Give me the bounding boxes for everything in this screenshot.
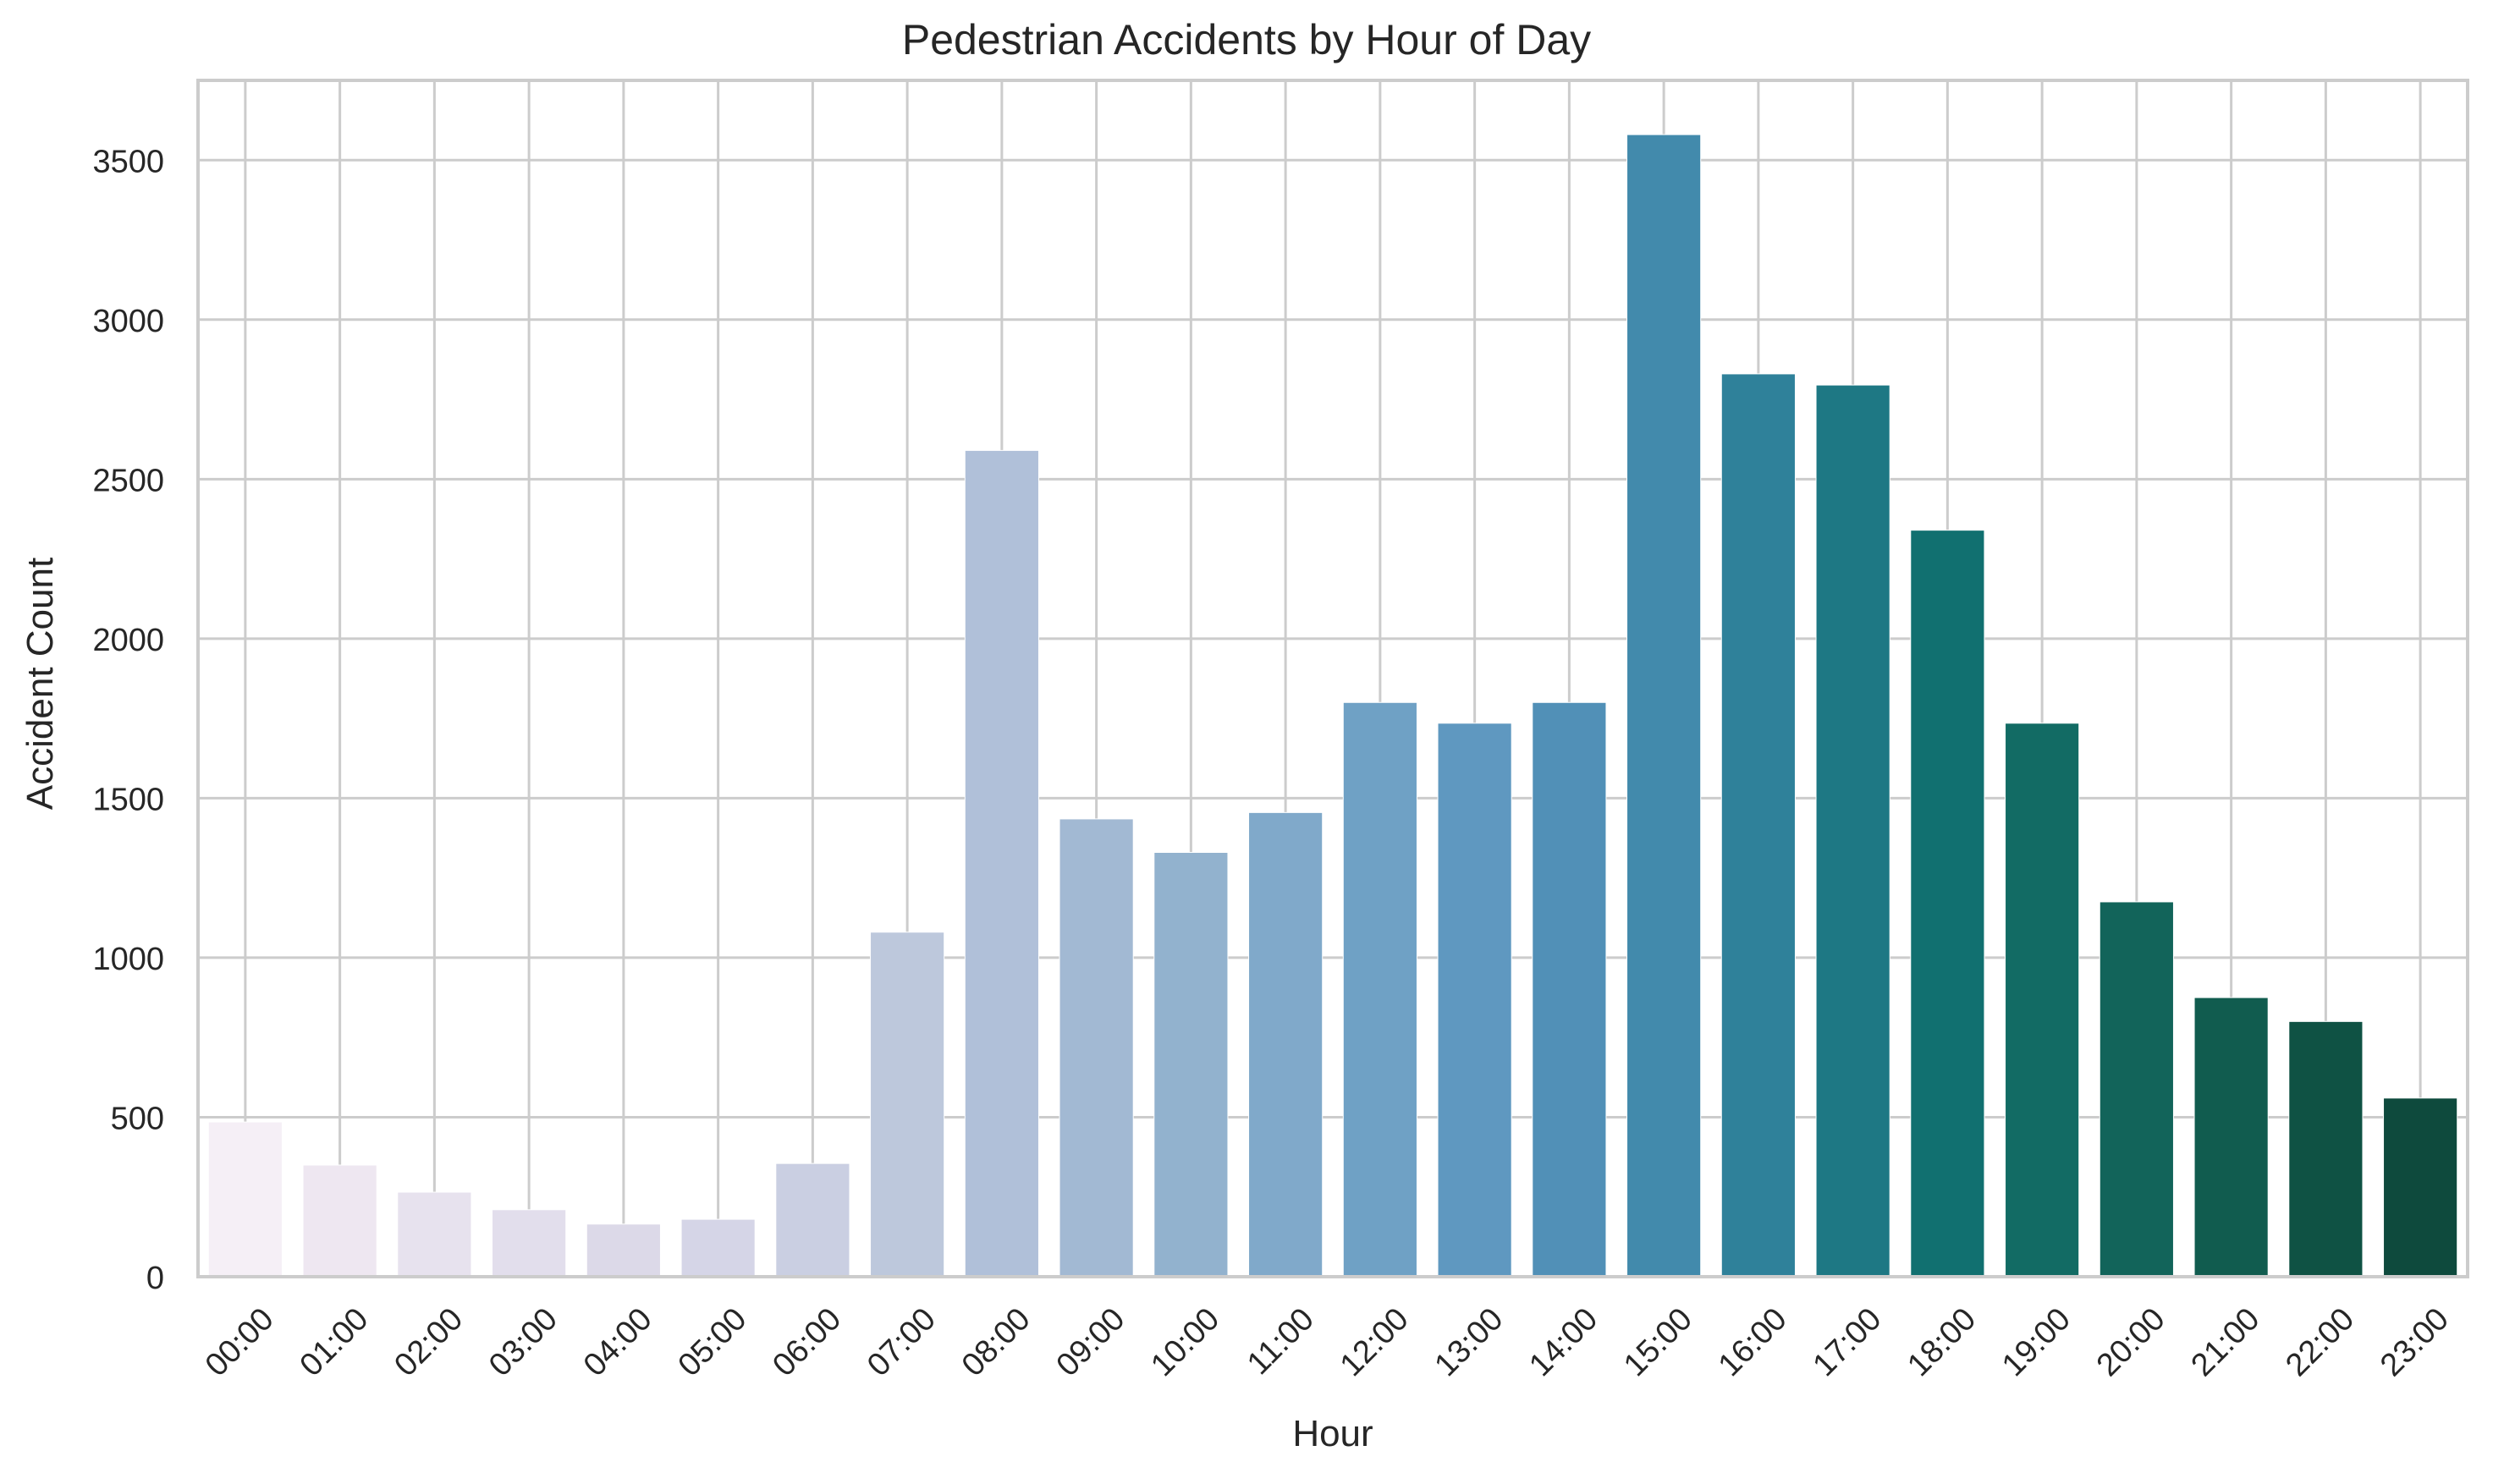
x-tick-label: 16:00 — [1712, 1301, 1794, 1383]
x-tick-label: 03:00 — [482, 1301, 564, 1383]
bar — [870, 932, 945, 1278]
plot-frame — [196, 79, 2469, 1278]
y-tick-label: 3000 — [92, 304, 164, 339]
bar — [207, 1121, 283, 1278]
y-tick-label: 1500 — [92, 782, 164, 817]
y-tick-label: 2000 — [92, 623, 164, 658]
bar — [492, 1209, 567, 1278]
x-tick-label: 17:00 — [1807, 1301, 1889, 1383]
y-tick-label: 500 — [111, 1101, 164, 1136]
bar — [775, 1162, 850, 1278]
x-tick-label: 07:00 — [861, 1301, 943, 1383]
bar — [1626, 134, 1702, 1278]
y-tick-label: 1000 — [92, 942, 164, 977]
x-axis-label: Hour — [1292, 1413, 1373, 1454]
bar — [1532, 701, 1607, 1278]
bar — [1342, 701, 1417, 1278]
bar — [302, 1164, 377, 1278]
x-tick-label: 23:00 — [2374, 1301, 2456, 1383]
x-tick-label: 02:00 — [388, 1301, 470, 1383]
y-tick-label: 3500 — [92, 144, 164, 179]
bar — [2288, 1020, 2364, 1278]
x-tick-label: 21:00 — [2185, 1301, 2267, 1383]
bar — [1153, 852, 1229, 1278]
x-tick-label: 11:00 — [1241, 1301, 1321, 1382]
x-tick-label: 08:00 — [955, 1301, 1037, 1383]
bar — [2099, 901, 2174, 1278]
y-tick-label: 2500 — [92, 463, 164, 498]
y-tick-label: 0 — [146, 1261, 164, 1296]
bar — [2193, 997, 2269, 1278]
x-tick-label: 19:00 — [1995, 1301, 2078, 1383]
x-tick-label: 05:00 — [672, 1301, 754, 1383]
chart-title: Pedestrian Accidents by Hour of Day — [901, 16, 1592, 63]
bar — [2383, 1097, 2458, 1278]
bar — [397, 1191, 472, 1278]
x-tick-label: 10:00 — [1144, 1301, 1226, 1383]
bar — [2005, 723, 2080, 1278]
bar — [1720, 373, 1796, 1278]
x-tick-label: 20:00 — [2090, 1301, 2172, 1383]
bar — [964, 449, 1039, 1278]
x-tick-label: 15:00 — [1617, 1301, 1699, 1383]
bar — [1248, 811, 1324, 1278]
x-tick-label: 06:00 — [766, 1301, 848, 1383]
x-tick-label: 12:00 — [1334, 1301, 1416, 1383]
x-tick-label: 14:00 — [1522, 1301, 1604, 1383]
bar — [680, 1218, 756, 1278]
bar — [1815, 384, 1890, 1278]
x-tick-label: 01:00 — [294, 1301, 376, 1383]
x-tick-label: 09:00 — [1050, 1301, 1132, 1383]
bar — [586, 1223, 661, 1278]
bar — [1910, 530, 1985, 1278]
x-tick-label: 00:00 — [199, 1301, 281, 1383]
x-tick-label: 13:00 — [1428, 1301, 1511, 1383]
x-tick-label: 04:00 — [577, 1301, 659, 1383]
x-tick-label: 18:00 — [1901, 1301, 1983, 1383]
bar — [1059, 818, 1134, 1278]
x-tick-label: 22:00 — [2279, 1301, 2361, 1383]
bar — [1437, 723, 1512, 1278]
